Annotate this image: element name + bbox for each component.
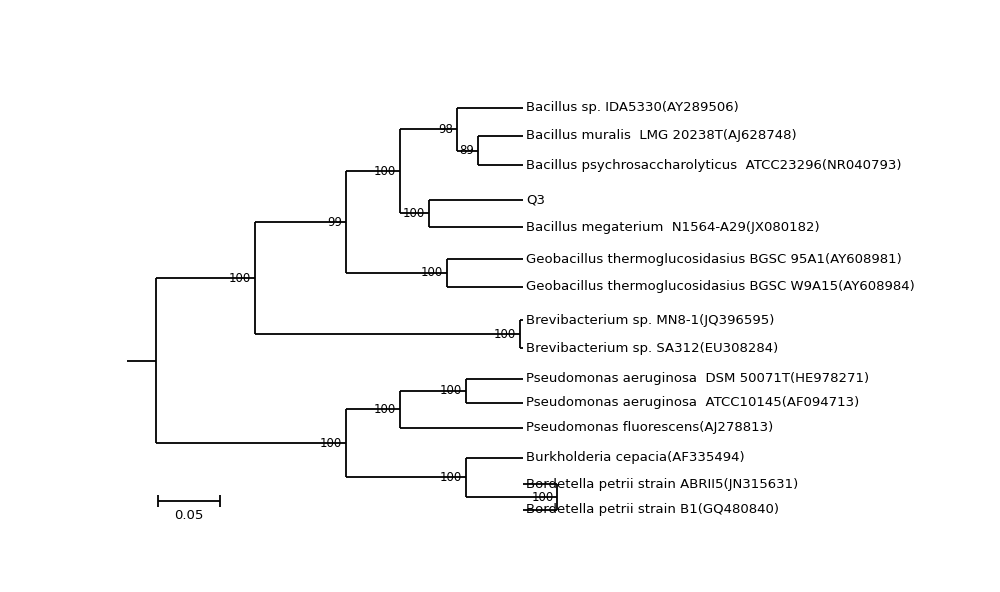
Text: Pseudomonas fluorescens(AJ278813): Pseudomonas fluorescens(AJ278813) xyxy=(526,421,774,434)
Text: 89: 89 xyxy=(459,144,474,157)
Text: 100: 100 xyxy=(229,272,251,285)
Text: 100: 100 xyxy=(420,266,443,279)
Text: 99: 99 xyxy=(327,215,342,229)
Text: Q3: Q3 xyxy=(526,193,545,206)
Text: 98: 98 xyxy=(438,123,453,136)
Text: Bordetella petrii strain ABRII5(JN315631): Bordetella petrii strain ABRII5(JN315631… xyxy=(526,478,799,491)
Text: 100: 100 xyxy=(440,471,462,484)
Text: 100: 100 xyxy=(440,384,462,397)
Text: 100: 100 xyxy=(374,165,396,178)
Text: Geobacillus thermoglucosidasius BGSC 95A1(AY608981): Geobacillus thermoglucosidasius BGSC 95A… xyxy=(526,253,902,266)
Text: 100: 100 xyxy=(320,437,342,450)
Text: Burkholderia cepacia(AF335494): Burkholderia cepacia(AF335494) xyxy=(526,451,745,464)
Text: Brevibacterium sp. SA312(EU308284): Brevibacterium sp. SA312(EU308284) xyxy=(526,342,779,355)
Text: Bacillus psychrosaccharolyticus  ATCC23296(NR040793): Bacillus psychrosaccharolyticus ATCC2329… xyxy=(526,159,902,172)
Text: 100: 100 xyxy=(374,403,396,416)
Text: Pseudomonas aeruginosa  DSM 50071T(HE978271): Pseudomonas aeruginosa DSM 50071T(HE9782… xyxy=(526,372,870,385)
Text: Bacillus megaterium  N1564-A29(JX080182): Bacillus megaterium N1564-A29(JX080182) xyxy=(526,221,820,234)
Text: Pseudomonas aeruginosa  ATCC10145(AF094713): Pseudomonas aeruginosa ATCC10145(AF09471… xyxy=(526,397,860,410)
Text: Bacillus muralis  LMG 20238T(AJ628748): Bacillus muralis LMG 20238T(AJ628748) xyxy=(526,129,797,142)
Text: Geobacillus thermoglucosidasius BGSC W9A15(AY608984): Geobacillus thermoglucosidasius BGSC W9A… xyxy=(526,280,915,293)
Text: Brevibacterium sp. MN8-1(JQ396595): Brevibacterium sp. MN8-1(JQ396595) xyxy=(526,314,775,327)
Text: 100: 100 xyxy=(531,491,554,504)
Text: 0.05: 0.05 xyxy=(174,509,203,522)
Text: Bordetella petrii strain B1(GQ480840): Bordetella petrii strain B1(GQ480840) xyxy=(526,503,779,516)
Text: 100: 100 xyxy=(403,207,425,220)
Text: 100: 100 xyxy=(494,328,516,341)
Text: Bacillus sp. IDA5330(AY289506): Bacillus sp. IDA5330(AY289506) xyxy=(526,101,739,114)
